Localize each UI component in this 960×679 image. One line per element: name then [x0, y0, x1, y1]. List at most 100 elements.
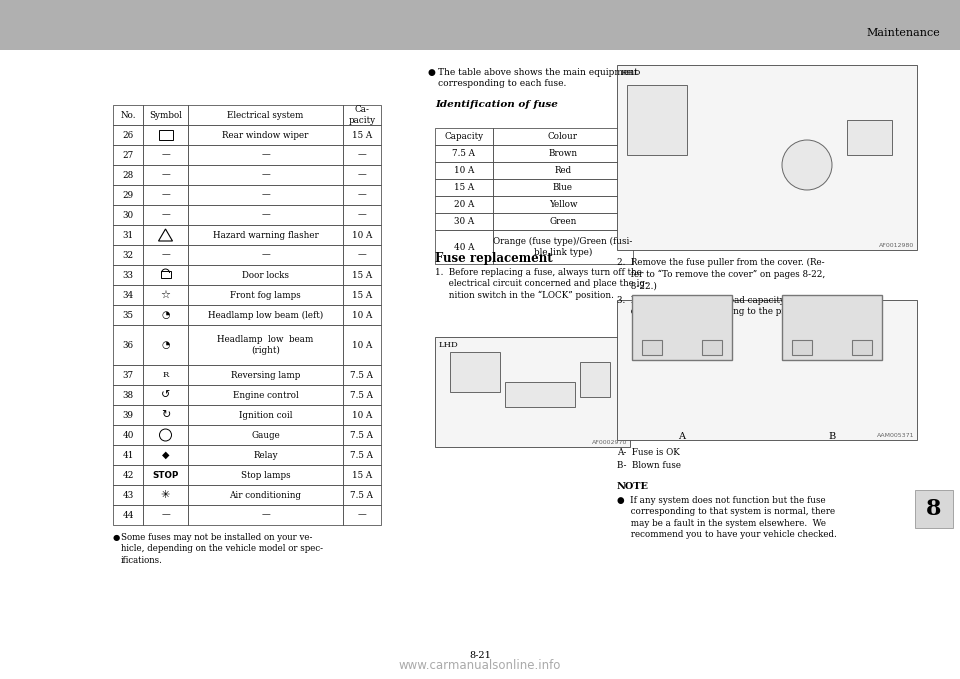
- Bar: [143, 245, 188, 265]
- Text: Ca-
pacity: Ca- pacity: [348, 105, 375, 125]
- Text: ●: ●: [427, 68, 435, 77]
- Text: 36: 36: [123, 340, 133, 350]
- Text: 7.5 A: 7.5 A: [350, 430, 373, 439]
- Text: —: —: [261, 210, 270, 219]
- Bar: [188, 445, 343, 465]
- Bar: [113, 125, 143, 145]
- Bar: [188, 265, 343, 285]
- Text: 40 A: 40 A: [454, 242, 474, 251]
- Text: B: B: [828, 432, 835, 441]
- Text: Door locks: Door locks: [242, 270, 289, 280]
- Bar: [188, 365, 343, 385]
- Text: Green: Green: [549, 217, 577, 226]
- Bar: [642, 340, 662, 355]
- Bar: [782, 295, 882, 360]
- Bar: [435, 337, 630, 447]
- Text: —: —: [161, 511, 170, 519]
- Text: —: —: [161, 191, 170, 200]
- Text: —: —: [261, 251, 270, 259]
- Text: 7.5 A: 7.5 A: [350, 390, 373, 399]
- Bar: [188, 505, 343, 525]
- Bar: [188, 165, 343, 185]
- Bar: [143, 285, 188, 305]
- Bar: [493, 162, 633, 179]
- Bar: [343, 425, 381, 445]
- Text: Maintenance: Maintenance: [866, 28, 940, 38]
- Bar: [188, 285, 343, 305]
- Text: Front fog lamps: Front fog lamps: [230, 291, 300, 299]
- Bar: [143, 485, 188, 505]
- Text: Red: Red: [555, 166, 571, 175]
- Bar: [143, 105, 188, 125]
- Bar: [188, 225, 343, 245]
- Bar: [113, 285, 143, 305]
- Text: Identification of fuse: Identification of fuse: [435, 100, 558, 109]
- Text: 8: 8: [926, 498, 942, 520]
- Bar: [143, 405, 188, 425]
- Bar: [435, 213, 493, 230]
- Bar: [435, 196, 493, 213]
- Text: —: —: [161, 251, 170, 259]
- Bar: [493, 213, 633, 230]
- Text: STOP: STOP: [153, 471, 179, 479]
- Bar: [627, 85, 687, 155]
- Text: —: —: [358, 210, 367, 219]
- Text: ◆: ◆: [161, 450, 169, 460]
- Text: ●: ●: [113, 533, 120, 542]
- Bar: [113, 305, 143, 325]
- Bar: [113, 145, 143, 165]
- Text: 39: 39: [123, 411, 133, 420]
- Bar: [113, 445, 143, 465]
- Text: Gauge: Gauge: [252, 430, 280, 439]
- Bar: [143, 205, 188, 225]
- Bar: [143, 425, 188, 445]
- Bar: [343, 185, 381, 205]
- Text: 15 A: 15 A: [454, 183, 474, 192]
- Text: —: —: [358, 511, 367, 519]
- Bar: [188, 125, 343, 145]
- Text: Rear window wiper: Rear window wiper: [223, 130, 309, 139]
- Text: —: —: [161, 170, 170, 179]
- Text: —: —: [261, 170, 270, 179]
- Bar: [343, 385, 381, 405]
- Bar: [343, 105, 381, 125]
- Text: 40: 40: [122, 430, 133, 439]
- Bar: [915, 490, 953, 528]
- Text: 15 A: 15 A: [352, 130, 372, 139]
- Bar: [113, 425, 143, 445]
- Text: —: —: [358, 191, 367, 200]
- Text: 35: 35: [123, 310, 133, 320]
- Bar: [580, 362, 610, 397]
- Bar: [188, 425, 343, 445]
- Text: AF0012980: AF0012980: [878, 243, 914, 248]
- Bar: [113, 405, 143, 425]
- Bar: [188, 405, 343, 425]
- Bar: [632, 295, 732, 360]
- Bar: [343, 145, 381, 165]
- Text: www.carmanualsonline.info: www.carmanualsonline.info: [398, 659, 562, 672]
- Text: R: R: [162, 371, 169, 379]
- Text: —: —: [358, 170, 367, 179]
- Bar: [617, 300, 917, 440]
- Text: Air conditioning: Air conditioning: [229, 490, 301, 500]
- Bar: [143, 165, 188, 185]
- Text: Stop lamps: Stop lamps: [241, 471, 290, 479]
- Text: —: —: [261, 511, 270, 519]
- Bar: [143, 465, 188, 485]
- Text: 1.  Before replacing a fuse, always turn off the
     electrical circuit concern: 1. Before replacing a fuse, always turn …: [435, 268, 648, 300]
- Text: 7.5 A: 7.5 A: [350, 490, 373, 500]
- Text: 8-21: 8-21: [469, 651, 491, 660]
- Text: LHD: LHD: [439, 341, 459, 349]
- Bar: [847, 120, 892, 155]
- Bar: [343, 445, 381, 465]
- Bar: [617, 65, 917, 250]
- Text: 37: 37: [123, 371, 133, 380]
- Bar: [143, 265, 188, 285]
- Bar: [450, 352, 500, 392]
- Bar: [188, 385, 343, 405]
- Text: 30 A: 30 A: [454, 217, 474, 226]
- Bar: [188, 105, 343, 125]
- Bar: [343, 485, 381, 505]
- Bar: [188, 325, 343, 365]
- Bar: [113, 265, 143, 285]
